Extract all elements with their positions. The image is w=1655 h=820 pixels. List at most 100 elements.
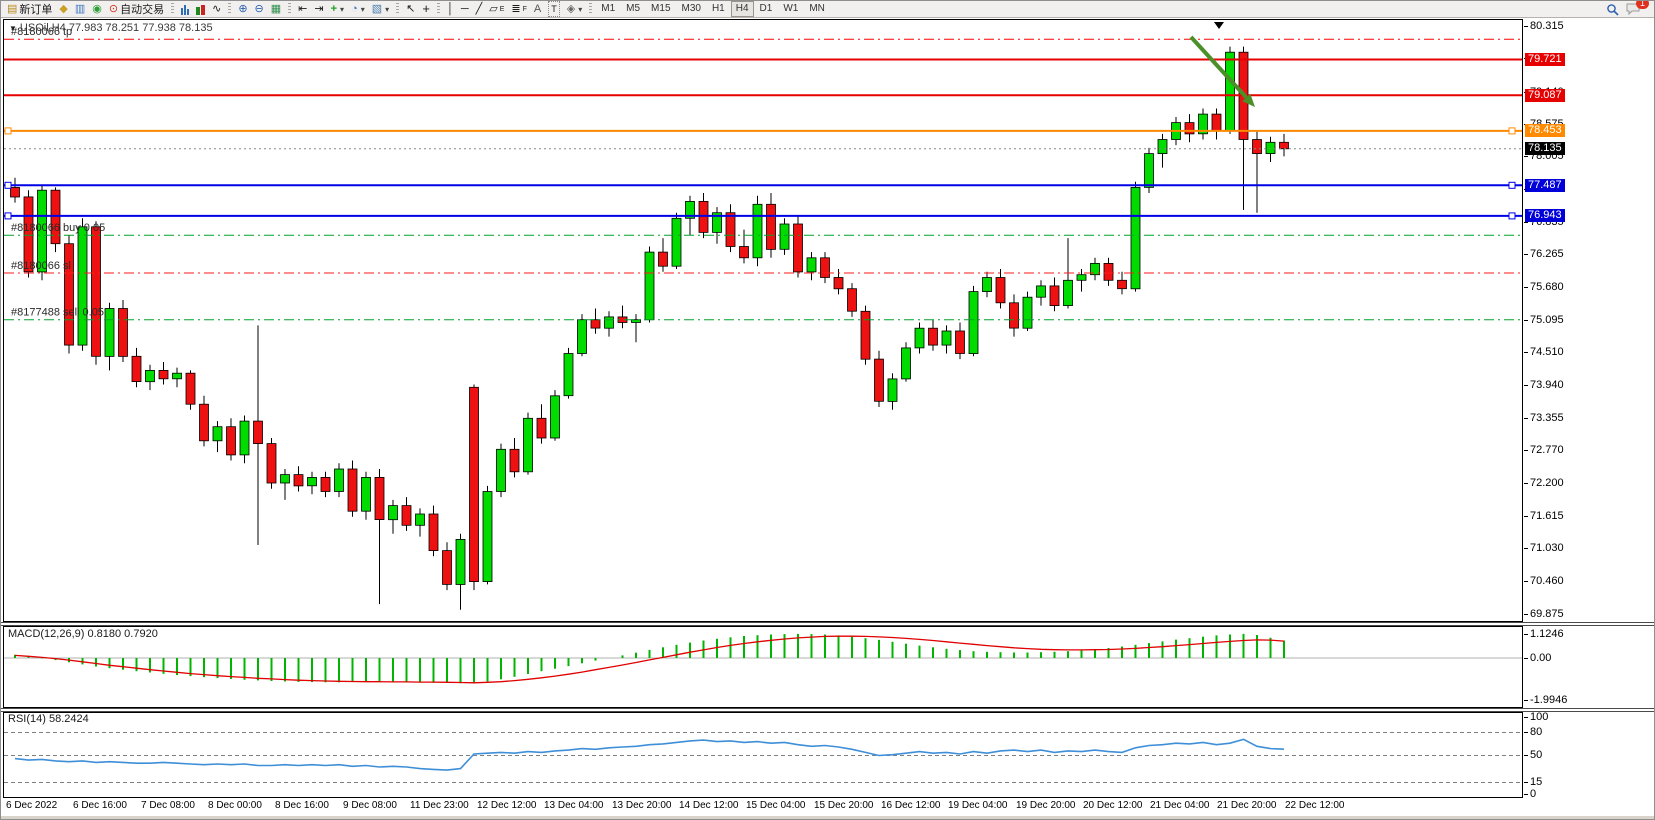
line-chart-button[interactable]: ∿ — [209, 2, 224, 17]
add-indicator-icon: + — [330, 3, 338, 15]
timeframe-M5[interactable]: M5 — [626, 3, 641, 14]
price-tick: 73.940 — [1524, 378, 1564, 391]
terminal-button[interactable]: ▥ — [72, 2, 88, 17]
macd-axis: 1.1246 0.00 -1.9946 — [1523, 626, 1654, 708]
auto-scroll-button[interactable]: ⇤ — [295, 2, 310, 17]
ink-icon: ◆ — [59, 3, 68, 15]
auto-scroll-icon: ⇤ — [298, 3, 308, 15]
price-chart-canvas[interactable]: #8180066 tp #8180066 buy 0.05 #8180066 sl #… — [3, 19, 1523, 622]
shapes-icon: ◈ — [566, 3, 576, 15]
panel-separator[interactable] — [1, 708, 1654, 712]
time-tick: 8 Dec 00:00 — [208, 800, 262, 811]
price-tick: 75.680 — [1524, 280, 1564, 293]
autotrade-label: 自动交易 — [120, 4, 165, 16]
new-order-icon: ▤ — [7, 3, 18, 15]
macd-tick: 1.1246 — [1524, 627, 1564, 640]
time-tick: 11 Dec 23:00 — [410, 800, 469, 811]
price-line-label: 79.721 — [1525, 53, 1565, 66]
price-tick: 74.510 — [1524, 346, 1564, 359]
price-tick: 80.315 — [1524, 19, 1564, 32]
candlestick-chart-button[interactable] — [193, 2, 208, 17]
chevron-down-icon: ▾ — [360, 4, 365, 14]
fibonacci-icon: ≣ — [511, 3, 521, 15]
symbol-dropdown-icon: ▼ — [9, 24, 17, 33]
macd-canvas[interactable] — [3, 626, 1523, 708]
period-button[interactable]: ◔ ▾ — [348, 2, 368, 17]
chart-shift-button[interactable]: ⇥ — [311, 2, 326, 17]
time-tick: 13 Dec 20:00 — [612, 800, 672, 811]
time-tick: 9 Dec 08:00 — [343, 800, 397, 811]
channel-icon: ▱ — [489, 3, 498, 15]
timeframe-M30[interactable]: M30 — [681, 3, 701, 14]
shapes-button[interactable]: ◈ ▾ — [564, 2, 585, 17]
crosshair-tool-button[interactable]: + — [419, 2, 433, 17]
price-tick: 72.200 — [1524, 476, 1564, 489]
trendline-tool-button[interactable]: ╱ — [473, 2, 486, 17]
chart-shift-icon: ⇥ — [314, 3, 324, 15]
add-indicator-button[interactable]: + ▾ — [328, 2, 347, 17]
trendline-icon: ╱ — [475, 3, 483, 15]
time-tick: 21 Dec 20:00 — [1217, 800, 1277, 811]
time-axis[interactable]: 6 Dec 2022 6 Dec 16:00 7 Dec 08:00 8 Dec 00… — [3, 799, 1654, 815]
price-tick: 69.875 — [1524, 607, 1564, 620]
rsi-tick: 15 — [1523, 776, 1543, 788]
cursor-tool-button[interactable]: ↖ — [403, 2, 418, 17]
timeframe-D1[interactable]: D1 — [759, 3, 773, 14]
bar-chart-button[interactable] — [178, 2, 192, 17]
time-tick: 15 Dec 04:00 — [746, 800, 806, 811]
terminal-icon: ▥ — [74, 3, 86, 15]
autotrade-button[interactable]: ⊙ 自动交易 — [106, 2, 167, 17]
fibonacci-tool-button[interactable]: ≣ F — [511, 3, 527, 15]
styles-button[interactable]: ◆ — [56, 2, 70, 17]
new-order-label: 新订单 — [19, 4, 53, 16]
timeframe-H1[interactable]: H1 — [711, 3, 725, 14]
zoom-in-button[interactable]: ⊕ — [235, 2, 250, 17]
new-order-button[interactable]: ▤ 新订单 — [4, 2, 55, 17]
price-tick: 72.770 — [1524, 444, 1564, 457]
hline-tool-button[interactable]: ─ — [458, 2, 472, 17]
toolbar-grip — [589, 3, 593, 15]
rsi-tick: 0 — [1523, 787, 1537, 800]
price-tick: 73.355 — [1524, 411, 1564, 424]
panel-separator[interactable] — [1, 622, 1654, 626]
time-tick: 21 Dec 04:00 — [1150, 800, 1210, 811]
template-button[interactable]: ▧ ▾ — [369, 2, 392, 17]
macd-tick: 0.00 — [1523, 651, 1552, 664]
svg-text:#8180066 tp: #8180066 tp — [11, 26, 72, 38]
symbol-ohlc-text: USOil,H4 77.983 78.251 77.938 78.135 — [19, 22, 213, 34]
signal-button[interactable]: ◉ — [89, 2, 105, 17]
channel-tool-button[interactable]: ▱ E — [489, 3, 505, 15]
text-tool-button[interactable]: A — [531, 2, 544, 17]
timeframe-W1[interactable]: W1 — [783, 3, 799, 14]
price-tick: 71.030 — [1524, 542, 1564, 555]
label-tool-icon: T — [548, 1, 560, 17]
timeframe-bar: M1 M5 M15 M30 H1 H4 D1 W1 MN — [596, 1, 830, 17]
signal-icon: ◉ — [92, 3, 102, 15]
vertical-line-icon: │ — [446, 3, 454, 15]
horizontal-line-icon: ─ — [460, 3, 469, 15]
vline-tool-button[interactable]: │ — [444, 2, 457, 17]
time-tick: 13 Dec 04:00 — [544, 800, 604, 811]
price-line-label: 78.135 — [1525, 142, 1565, 156]
label-tool-button[interactable]: T — [545, 1, 563, 17]
search-button[interactable] — [1603, 2, 1622, 17]
timeframe-H4[interactable]: H4 — [730, 1, 754, 17]
timeframe-M1[interactable]: M1 — [601, 3, 616, 14]
time-tick: 16 Dec 12:00 — [881, 800, 941, 811]
svg-text:#8177488 sell 0.05: #8177488 sell 0.05 — [11, 307, 104, 319]
zoom-out-button[interactable]: ⊖ — [252, 2, 267, 17]
price-axis[interactable]: 80.31579.73079.14078.57578.00577.42076.8… — [1523, 19, 1654, 622]
autotrade-icon: ⊙ — [108, 3, 119, 15]
template-icon: ▧ — [371, 3, 383, 15]
symbol-label[interactable]: ▼ USOil,H4 77.983 78.251 77.938 78.135 — [9, 22, 213, 34]
notification-badge: 1 — [1636, 1, 1649, 9]
toolbar-grip — [396, 3, 400, 15]
tile-windows-button[interactable]: ▦ — [268, 2, 284, 17]
chevron-down-icon: ▾ — [385, 4, 390, 14]
notifications-button[interactable]: 1 — [1623, 1, 1649, 17]
timeframe-MN[interactable]: MN — [809, 3, 825, 14]
timeframe-M15[interactable]: M15 — [651, 3, 671, 14]
rsi-canvas[interactable] — [3, 712, 1523, 798]
tile-windows-icon: ▦ — [270, 3, 282, 15]
